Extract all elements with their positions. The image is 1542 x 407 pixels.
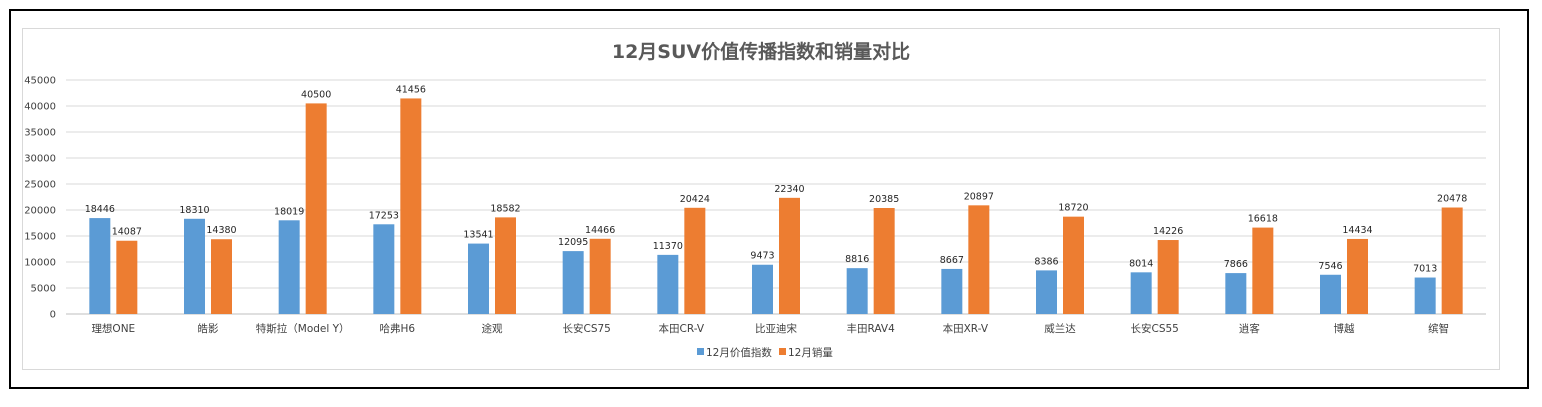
data-label-series-1: 22340	[774, 184, 804, 195]
data-label-series-0: 13541	[463, 230, 493, 241]
bar-series-0	[752, 264, 773, 314]
data-label-series-0: 17253	[369, 210, 399, 221]
y-tick-label: 25000	[24, 180, 56, 191]
y-axis: 0 5000 10000 15000 20000 25000 30000 35000 40000…	[24, 76, 56, 321]
x-tick-label: 长安CS75	[562, 322, 610, 335]
bar-series-1	[1441, 207, 1463, 314]
y-tick-label: 15000	[24, 232, 56, 243]
bar-series-1	[873, 207, 895, 314]
bar-series-1	[211, 239, 232, 314]
data-label-series-0: 8816	[845, 254, 869, 265]
chart-title: 12月SUV价值传播指数和销量对比	[612, 40, 910, 63]
data-label-series-1: 20478	[1437, 194, 1467, 205]
y-tick-label: 5000	[31, 284, 56, 295]
bar-series-0	[941, 268, 963, 314]
data-label-series-0: 7546	[1318, 261, 1342, 272]
data-label-series-1: 20897	[964, 191, 994, 202]
x-tick-label: 本田XR-V	[943, 322, 989, 335]
bar-series-0	[657, 254, 679, 314]
data-label-series-0: 8667	[940, 255, 964, 266]
legend-swatch-series-0	[697, 348, 704, 355]
x-tick-label: 理想ONE	[91, 322, 135, 335]
bar-series-1	[1063, 216, 1084, 314]
x-tick-label: 丰田RAV4	[847, 322, 896, 335]
y-tick-label: 35000	[24, 128, 56, 139]
legend-swatch-series-1	[779, 348, 786, 355]
bar-series-1	[684, 207, 706, 314]
bar-series-0	[846, 268, 868, 314]
data-label-series-0: 18019	[274, 206, 304, 217]
gridlines	[66, 79, 1486, 315]
data-label-series-0: 9473	[750, 251, 774, 262]
bar-series-1	[116, 240, 138, 314]
bar-series-0	[562, 251, 584, 314]
bar-series-0	[1320, 274, 1341, 314]
data-label-series-1: 18720	[1058, 203, 1088, 214]
data-label-series-1: 14380	[206, 225, 236, 236]
y-tick-label: 20000	[24, 206, 56, 217]
data-label-series-0: 7866	[1224, 259, 1248, 270]
y-tick-label: 30000	[24, 154, 56, 165]
bar-series-0	[278, 220, 300, 314]
bar-series-1	[1252, 227, 1274, 314]
bar-series-0	[184, 218, 205, 314]
legend-label-series-1: 12月销量	[788, 346, 833, 359]
y-tick-label: 0	[50, 310, 56, 321]
data-label-series-0: 18446	[85, 204, 115, 215]
data-label-series-1: 14087	[112, 227, 142, 238]
y-tick-label: 10000	[24, 258, 56, 269]
bar-series-0	[468, 243, 489, 314]
x-tick-label: 博越	[1334, 322, 1356, 335]
bar-series-1	[1347, 238, 1368, 314]
legend-label-series-0: 12月价值指数	[706, 346, 772, 359]
bar-series-1	[589, 238, 611, 314]
bar-series-0	[1414, 277, 1436, 314]
x-tick-label: 哈弗H6	[380, 322, 416, 335]
bar-series-1	[400, 98, 422, 314]
x-tick-label: 皓影	[198, 322, 219, 335]
data-label-series-0: 18310	[179, 205, 209, 216]
data-label-series-0: 12095	[558, 237, 588, 248]
data-label-series-1: 16618	[1248, 214, 1278, 225]
data-labels: 18446 14087 18310 14380 18019 40500 17253 41456…	[85, 84, 1468, 274]
x-tick-label: 特斯拉（Model Y）	[256, 322, 350, 335]
bar-series-1	[779, 197, 800, 314]
data-label-series-0: 7013	[1413, 264, 1437, 275]
data-label-series-1: 14226	[1153, 226, 1183, 237]
data-label-series-1: 40500	[301, 89, 331, 100]
bar-series-1	[968, 205, 990, 314]
x-tick-label: 本田CR-V	[659, 322, 705, 335]
x-tick-label: 逍客	[1239, 322, 1261, 335]
bar-series-0	[373, 224, 395, 314]
data-label-series-1: 41456	[396, 84, 426, 95]
bars	[89, 98, 1463, 315]
data-label-series-1: 20385	[869, 194, 899, 205]
x-tick-label: 途观	[482, 322, 503, 335]
bar-series-1	[1157, 240, 1179, 314]
data-label-series-0: 11370	[653, 241, 683, 252]
bar-series-0	[1225, 273, 1247, 314]
legend: 12月价值指数 12月销量	[697, 346, 833, 359]
bar-series-1	[495, 217, 516, 314]
outer-frame	[9, 9, 1529, 389]
bar-series-1	[305, 103, 327, 315]
x-tick-label: 比亚迪宋	[755, 322, 797, 335]
y-tick-label: 45000	[24, 76, 56, 87]
y-tick-label: 40000	[24, 102, 56, 113]
data-label-series-0: 8014	[1129, 258, 1153, 269]
data-label-series-0: 8386	[1034, 256, 1058, 267]
bar-series-0	[1130, 272, 1152, 314]
bar-series-0	[89, 218, 111, 314]
x-tick-label: 长安CS55	[1130, 322, 1178, 335]
data-label-series-1: 18582	[490, 203, 520, 214]
data-label-series-1: 20424	[680, 194, 710, 205]
data-label-series-1: 14466	[585, 225, 615, 236]
x-tick-label: 缤智	[1428, 322, 1449, 335]
data-label-series-1: 14434	[1342, 225, 1372, 236]
bar-series-0	[1036, 270, 1057, 314]
x-tick-label: 威兰达	[1044, 322, 1076, 335]
x-axis: 理想ONE 皓影 特斯拉（Model Y） 哈弗H6 途观 长安CS75 本田CR-V 比亚迪…	[91, 322, 1449, 335]
